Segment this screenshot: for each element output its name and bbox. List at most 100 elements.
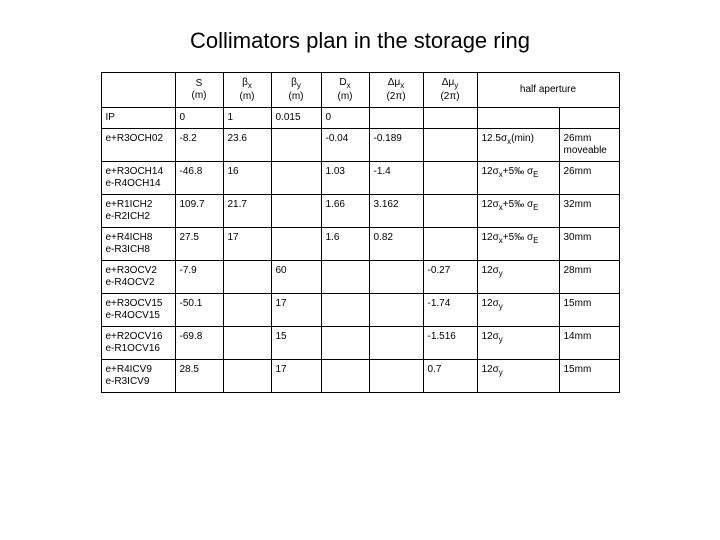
- cell-c4: [321, 359, 369, 392]
- cell-c1: 27.5: [175, 227, 223, 260]
- th-s-sym: S: [196, 78, 203, 89]
- cell-c6: [423, 107, 477, 128]
- table-row: e+R3OCV2e-R4OCV2-7.9 60 -0.2712σy28mm: [101, 260, 619, 293]
- cell-c4: [321, 293, 369, 326]
- cell-c3: [271, 194, 321, 227]
- th-blank: [101, 73, 175, 108]
- cell-c4: [321, 326, 369, 359]
- cell-c5: [369, 326, 423, 359]
- collimators-table: S (m) βx (m) βy (m) Dx (m) Δμx (2π): [101, 72, 620, 393]
- cell-c5: 3.162: [369, 194, 423, 227]
- cell-c5: [369, 107, 423, 128]
- cell-c4: [321, 260, 369, 293]
- cell-c3: 0.015: [271, 107, 321, 128]
- cell-c1: -50.1: [175, 293, 223, 326]
- table-row: e+R3OCV15e-R4OCV15-50.117-1.7412σy15mm: [101, 293, 619, 326]
- cell-c4: -0.04: [321, 128, 369, 161]
- cell-c7: 12σy: [477, 293, 559, 326]
- table-row: IP010.0150: [101, 107, 619, 128]
- cell-c2: [223, 326, 271, 359]
- cell-c2: 21.7: [223, 194, 271, 227]
- th-dmux-unit: (2π): [386, 91, 405, 102]
- th-dmuy-unit: (2π): [440, 91, 459, 102]
- cell-c8: 15mm: [559, 293, 619, 326]
- table-body: IP010.0150e+R3OCH02-8.223.6-0.04-0.18912…: [101, 107, 619, 392]
- table-row: e+R3OCH14e-R4OCH14-46.8161.03-1.412σx+5‰…: [101, 161, 619, 194]
- cell-c0: e+R1ICH2e-R2ICH2: [101, 194, 175, 227]
- cell-c7: 12σx+5‰ σE: [477, 227, 559, 260]
- cell-c8: 28mm: [559, 260, 619, 293]
- cell-c8: 32mm: [559, 194, 619, 227]
- cell-c1: -7.9: [175, 260, 223, 293]
- table-row: e+R2OCV16e-R1OCV16-69.815-1.51612σy14mm: [101, 326, 619, 359]
- table-header-row: S (m) βx (m) βy (m) Dx (m) Δμx (2π): [101, 73, 619, 108]
- cell-c4: 0: [321, 107, 369, 128]
- cell-c7: 12σy: [477, 326, 559, 359]
- th-dmux: Δμx (2π): [369, 73, 423, 108]
- cell-c1: 28.5: [175, 359, 223, 392]
- cell-c1: -46.8: [175, 161, 223, 194]
- cell-c0: e+R4ICH8e-R3ICH8: [101, 227, 175, 260]
- cell-c7: 12σx+5‰ σE: [477, 161, 559, 194]
- table-row: e+R3OCH02-8.223.6 -0.04-0.189 12.5σx(min)2…: [101, 128, 619, 161]
- cell-c0: e+R3OCV2e-R4OCV2: [101, 260, 175, 293]
- cell-c0: e+R3OCH02: [101, 128, 175, 161]
- cell-c4: 1.03: [321, 161, 369, 194]
- cell-c0: IP: [101, 107, 175, 128]
- cell-c1: 0: [175, 107, 223, 128]
- cell-c7: 12.5σx(min): [477, 128, 559, 161]
- cell-c3: 17: [271, 293, 321, 326]
- th-dx: Dx (m): [321, 73, 369, 108]
- cell-c0: e+R4ICV9e-R3ICV9: [101, 359, 175, 392]
- cell-c6: [423, 227, 477, 260]
- th-s: S (m): [175, 73, 223, 108]
- cell-c2: 1: [223, 107, 271, 128]
- cell-c6: -1.516: [423, 326, 477, 359]
- cell-c1: 109.7: [175, 194, 223, 227]
- cell-c7: 12σx+5‰ σE: [477, 194, 559, 227]
- th-s-unit: (m): [192, 90, 207, 101]
- cell-c2: 16: [223, 161, 271, 194]
- cell-c4: 1.66: [321, 194, 369, 227]
- cell-c7: 12σy: [477, 260, 559, 293]
- th-by-unit: (m): [289, 91, 304, 102]
- th-betax: βx (m): [223, 73, 271, 108]
- cell-c7: [477, 107, 559, 128]
- cell-c1: -8.2: [175, 128, 223, 161]
- cell-c3: [271, 227, 321, 260]
- cell-c2: [223, 293, 271, 326]
- cell-c6: -0.27: [423, 260, 477, 293]
- cell-c5: 0.82: [369, 227, 423, 260]
- cell-c3: [271, 161, 321, 194]
- cell-c3: [271, 128, 321, 161]
- cell-c6: [423, 194, 477, 227]
- cell-c8: 14mm: [559, 326, 619, 359]
- cell-c6: 0.7: [423, 359, 477, 392]
- cell-c6: [423, 128, 477, 161]
- cell-c5: [369, 293, 423, 326]
- cell-c6: [423, 161, 477, 194]
- cell-c3: 60: [271, 260, 321, 293]
- th-betay: βy (m): [271, 73, 321, 108]
- cell-c0: e+R2OCV16e-R1OCV16: [101, 326, 175, 359]
- th-bx-unit: (m): [240, 91, 255, 102]
- table-row: e+R4ICV9e-R3ICV928.5170.712σy15mm: [101, 359, 619, 392]
- table-row: e+R4ICH8e-R3ICH827.5171.60.8212σx+5‰ σE3…: [101, 227, 619, 260]
- th-half-aperture: half aperture: [477, 73, 619, 108]
- cell-c2: [223, 260, 271, 293]
- cell-c5: [369, 260, 423, 293]
- cell-c2: [223, 359, 271, 392]
- cell-c8: 26mm moveable: [559, 128, 619, 161]
- cell-c8: 15mm: [559, 359, 619, 392]
- cell-c7: 12σy: [477, 359, 559, 392]
- cell-c3: 15: [271, 326, 321, 359]
- th-dmuy: Δμy (2π): [423, 73, 477, 108]
- cell-c0: e+R3OCV15e-R4OCV15: [101, 293, 175, 326]
- page-title: Collimators plan in the storage ring: [0, 28, 720, 54]
- cell-c5: -0.189: [369, 128, 423, 161]
- cell-c2: 23.6: [223, 128, 271, 161]
- cell-c8: 30mm: [559, 227, 619, 260]
- cell-c8: 26mm: [559, 161, 619, 194]
- cell-c2: 17: [223, 227, 271, 260]
- table-row: e+R1ICH2e-R2ICH2109.721.7 1.663.162 12σx+5…: [101, 194, 619, 227]
